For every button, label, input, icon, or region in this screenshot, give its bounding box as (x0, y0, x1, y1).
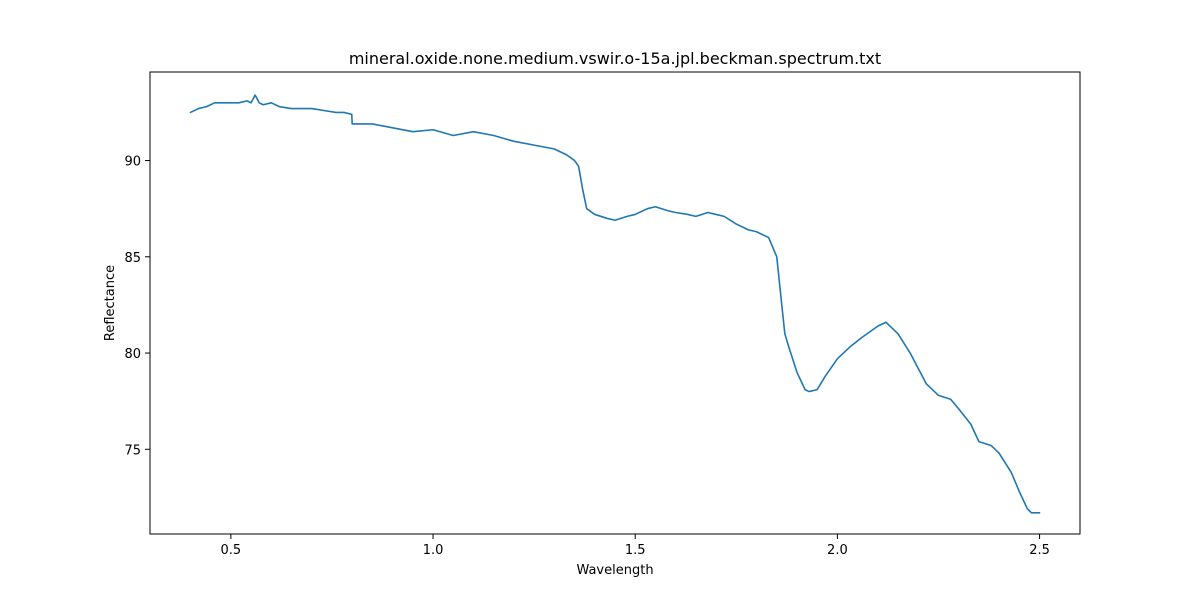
y-tick-label: 80 (124, 347, 141, 362)
y-tick-label: 85 (124, 251, 141, 266)
y-axis-label: Reflectance (103, 265, 118, 341)
plot-frame (149, 71, 1081, 535)
y-axis: 75 80 85 90 (124, 155, 150, 458)
y-tick-label: 90 (124, 155, 141, 170)
x-axis-label: Wavelength (576, 563, 653, 578)
x-tick-label: 1.5 (625, 543, 646, 558)
series-line-1 (189, 94, 1041, 514)
plot-area (189, 94, 1041, 514)
y-tick-label: 75 (124, 443, 141, 458)
x-tick-label: 2.5 (1029, 543, 1050, 558)
x-tick-label: 2.0 (827, 543, 848, 558)
chart-title: mineral.oxide.none.medium.vswir.o-15a.jp… (349, 49, 881, 68)
x-tick-label: 1.0 (423, 543, 444, 558)
x-axis: 0.5 1.0 1.5 2.0 2.5 (221, 534, 1050, 558)
x-tick-label: 0.5 (221, 543, 242, 558)
